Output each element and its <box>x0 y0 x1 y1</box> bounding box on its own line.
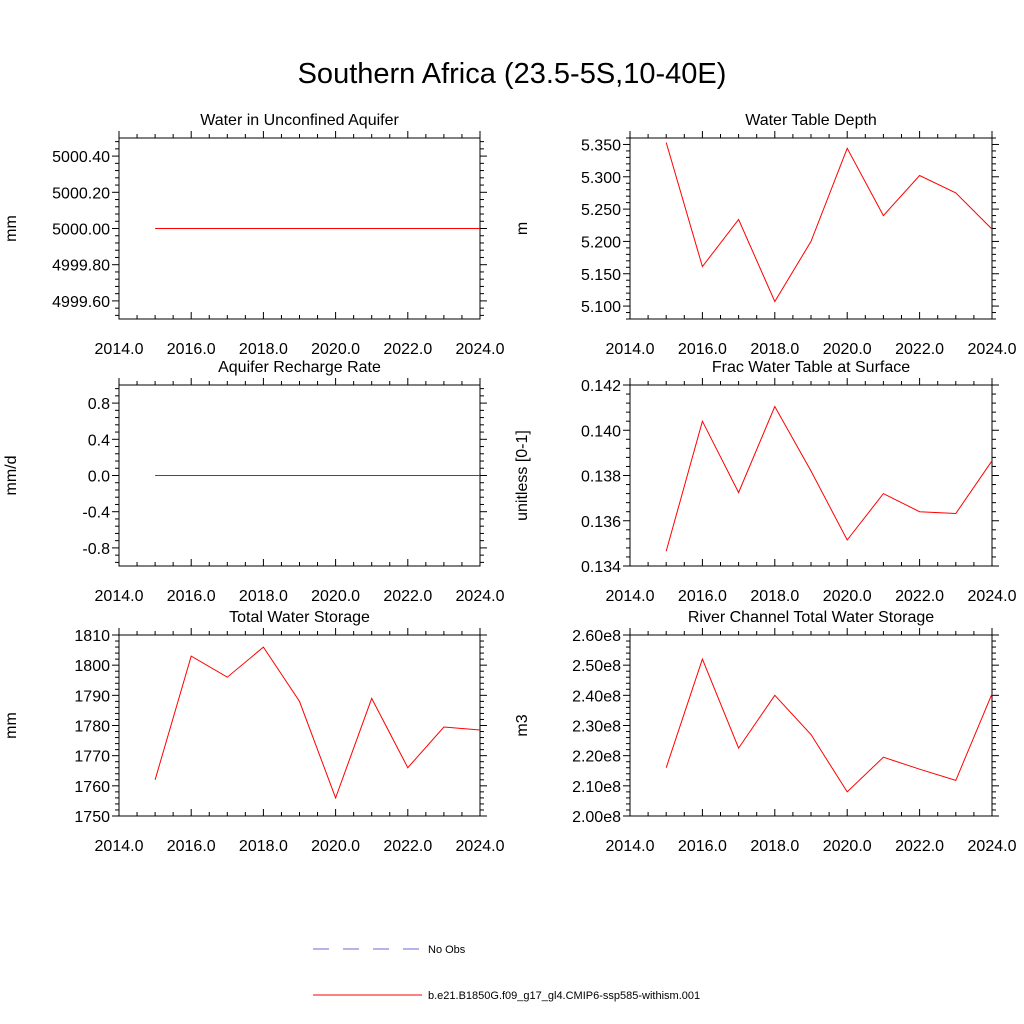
y-tick-label: 5.200 <box>581 234 621 251</box>
y-tick-label: -0.4 <box>82 505 110 522</box>
x-tick-label: 2024.0 <box>968 838 1017 855</box>
panel-title: Aquifer Recharge Rate <box>218 359 381 376</box>
y-tick-label: 0.138 <box>581 469 621 486</box>
y-tick-label: 2.60e8 <box>572 628 621 645</box>
y-tick-label: 0.134 <box>581 559 621 576</box>
x-tick-label: 2018.0 <box>239 341 288 358</box>
y-axis-label: mm <box>3 215 20 242</box>
y-tick-label: 5.300 <box>581 170 621 187</box>
y-tick-label: 5000.40 <box>52 149 110 166</box>
x-tick-label: 2022.0 <box>895 838 944 855</box>
x-tick-label: 2024.0 <box>456 838 505 855</box>
y-axis-label: m3 <box>514 714 531 736</box>
x-tick-label: 2024.0 <box>456 588 505 605</box>
y-tick-label: 4999.80 <box>52 258 110 275</box>
x-tick-label: 2022.0 <box>895 588 944 605</box>
page-title: Southern Africa (23.5-5S,10-40E) <box>297 58 727 90</box>
panel-title: Frac Water Table at Surface <box>712 359 910 376</box>
x-tick-label: 2014.0 <box>606 838 655 855</box>
y-tick-label: 2.10e8 <box>572 779 621 796</box>
x-tick-label: 2016.0 <box>678 588 727 605</box>
x-tick-label: 2022.0 <box>383 341 432 358</box>
series-line <box>665 657 993 793</box>
x-tick-label: 2014.0 <box>95 588 144 605</box>
y-tick-label: 1770 <box>74 749 110 766</box>
y-tick-label: 0.142 <box>581 378 621 395</box>
x-tick-label: 2018.0 <box>750 341 799 358</box>
plot-frame <box>629 634 993 817</box>
y-tick-label: 0.136 <box>581 514 621 531</box>
y-tick-label: 0.0 <box>88 469 110 486</box>
y-tick-label: 0.140 <box>581 423 621 440</box>
y-tick-label: 0.4 <box>88 432 110 449</box>
plot-frame <box>629 384 993 567</box>
y-axis-label: unitless [0-1] <box>514 430 531 521</box>
x-tick-label: 2018.0 <box>239 838 288 855</box>
chart-panel-6: River Channel Total Water Storage m3 2014.… <box>514 609 1017 855</box>
y-axis-label: m <box>514 222 531 235</box>
x-tick-label: 2020.0 <box>823 838 872 855</box>
chart-panel-2: Water Table Depth m 2014.0 2016.0 2018.0 2020… <box>514 112 1017 358</box>
chart-panel-4: Frac Water Table at Surface unitless [0-1… <box>514 359 1017 605</box>
panel-title: River Channel Total Water Storage <box>688 609 934 626</box>
y-tick-label: 2.30e8 <box>572 719 621 736</box>
x-tick-label: 2014.0 <box>95 341 144 358</box>
x-tick-label: 2022.0 <box>383 588 432 605</box>
x-tick-label: 2024.0 <box>456 341 505 358</box>
y-tick-label: 5.100 <box>581 299 621 316</box>
x-tick-label: 2016.0 <box>167 588 216 605</box>
x-tick-label: 2022.0 <box>383 838 432 855</box>
x-tick-label: 2016.0 <box>167 341 216 358</box>
y-axis-label: mm <box>3 712 20 739</box>
panel-title: Total Water Storage <box>229 609 370 626</box>
x-tick-label: 2018.0 <box>239 588 288 605</box>
y-tick-label: 1790 <box>74 688 110 705</box>
x-tick-label: 2016.0 <box>678 838 727 855</box>
y-tick-label: 2.40e8 <box>572 688 621 705</box>
panel-title: Water in Unconfined Aquifer <box>200 112 399 129</box>
chart-panel-5: Total Water Storage mm 2014.0 2016.0 2018.0 2… <box>3 609 505 855</box>
x-tick-label: 2014.0 <box>606 341 655 358</box>
y-tick-label: 1750 <box>74 809 110 826</box>
y-tick-label: 5000.20 <box>52 185 110 202</box>
y-tick-label: 1780 <box>74 719 110 736</box>
x-tick-label: 2020.0 <box>311 838 360 855</box>
y-tick-label: 2.00e8 <box>572 809 621 826</box>
x-tick-label: 2024.0 <box>968 588 1017 605</box>
x-tick-label: 2016.0 <box>678 341 727 358</box>
y-tick-label: 5.250 <box>581 202 621 219</box>
x-tick-label: 2022.0 <box>895 341 944 358</box>
y-tick-label: 2.20e8 <box>572 749 621 766</box>
x-tick-label: 2018.0 <box>750 588 799 605</box>
x-tick-label: 2018.0 <box>750 838 799 855</box>
y-tick-label: 1800 <box>74 658 110 675</box>
chart-panel-3: Aquifer Recharge Rate mm/d 2014.0 2016.0 201… <box>3 359 505 605</box>
x-tick-label: 2020.0 <box>311 341 360 358</box>
x-tick-label: 2020.0 <box>823 341 872 358</box>
y-tick-label: 4999.60 <box>52 294 110 311</box>
x-tick-label: 2020.0 <box>311 588 360 605</box>
y-tick-label: 5.350 <box>581 137 621 154</box>
y-axis-label: mm/d <box>3 456 20 496</box>
y-tick-label: 1760 <box>74 779 110 796</box>
x-tick-label: 2020.0 <box>823 588 872 605</box>
y-tick-label: 2.50e8 <box>572 658 621 675</box>
series-line <box>665 142 993 303</box>
x-tick-label: 2014.0 <box>606 588 655 605</box>
series-line <box>665 405 993 552</box>
plot-frame <box>118 634 481 817</box>
x-tick-label: 2014.0 <box>95 838 144 855</box>
series-line <box>154 646 481 800</box>
y-tick-label: 0.8 <box>88 396 110 413</box>
x-tick-label: 2016.0 <box>167 838 216 855</box>
chart-panel-1: Water in Unconfined Aquifer mm 2014.0 2016.… <box>3 112 505 358</box>
x-tick-label: 2024.0 <box>968 341 1017 358</box>
y-tick-label: 1810 <box>74 628 110 645</box>
panel-title: Water Table Depth <box>745 112 877 129</box>
y-tick-label: 5.150 <box>581 267 621 284</box>
plot-frame <box>629 137 993 320</box>
y-tick-label: -0.8 <box>82 541 110 558</box>
y-tick-label: 5000.00 <box>52 222 110 239</box>
